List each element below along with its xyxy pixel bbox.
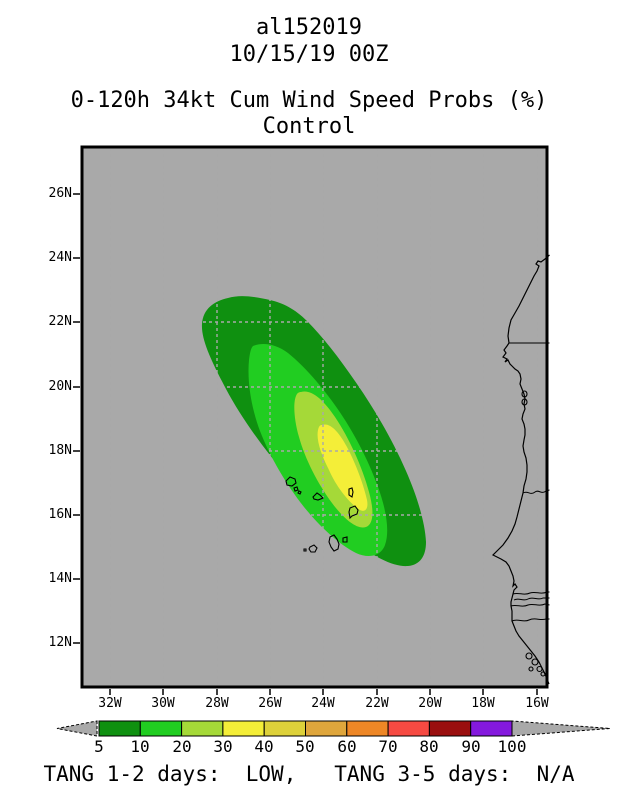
lon-label-30w: 30W xyxy=(151,696,175,711)
colorbar-label-80: 80 xyxy=(419,737,439,756)
country-borders xyxy=(509,342,550,622)
lat-label-20n: 20N xyxy=(48,379,72,394)
colorbar-cell-70 xyxy=(387,720,430,737)
member-title: Control xyxy=(262,114,356,139)
colorbar xyxy=(56,720,611,737)
colorbar-cell-10 xyxy=(139,720,183,737)
contour-30pct xyxy=(317,424,368,511)
colorbar-cell-40 xyxy=(263,720,307,737)
product-title: 0-120h 34kt Cum Wind Speed Probs (%) xyxy=(70,88,548,113)
lon-label-32w: 32W xyxy=(98,696,122,711)
lat-label-12n: 12N xyxy=(48,635,72,650)
graticule xyxy=(83,148,546,686)
lon-label-22w: 22W xyxy=(365,696,389,711)
lon-label-26w: 26W xyxy=(258,696,282,711)
colorbar-label-20: 20 xyxy=(172,737,192,756)
lat-label-18n: 18N xyxy=(48,443,72,458)
colorbar-left-arrow xyxy=(56,720,98,737)
lat-label-26n: 26N xyxy=(48,186,72,201)
colorbar-label-40: 40 xyxy=(254,737,274,756)
lat-label-14n: 14N xyxy=(48,571,72,586)
colorbar-label-30: 30 xyxy=(213,737,233,756)
colorbar-label-70: 70 xyxy=(378,737,398,756)
genesis-outlook-text: TANG 1-2 days: LOW, TANG 3-5 days: N/A xyxy=(43,762,575,786)
storm-id-title: al152019 xyxy=(256,15,362,40)
africa-coastline xyxy=(491,254,550,685)
lat-ticks xyxy=(73,193,80,644)
lon-ticks xyxy=(109,689,538,695)
colorbar-cell-60 xyxy=(346,720,389,737)
colorbar-cell-30 xyxy=(222,720,265,737)
lat-label-22n: 22N xyxy=(48,314,72,329)
colorbar-right-arrow xyxy=(511,720,611,737)
map-frame xyxy=(80,145,549,689)
lon-label-18w: 18W xyxy=(471,696,495,711)
lon-label-24w: 24W xyxy=(311,696,335,711)
colorbar-cell-20 xyxy=(181,720,224,737)
lat-label-24n: 24N xyxy=(48,250,72,265)
colorbar-cell-50 xyxy=(305,720,348,737)
cape-verde-islands xyxy=(285,390,546,677)
lon-label-16w: 16W xyxy=(525,696,549,711)
lon-label-28w: 28W xyxy=(205,696,229,711)
lon-label-20w: 20W xyxy=(418,696,442,711)
colorbar-cell-5 xyxy=(98,720,141,737)
init-time-title: 10/15/19 00Z xyxy=(229,42,389,67)
lat-label-16n: 16N xyxy=(48,507,72,522)
colorbar-cell-80 xyxy=(428,720,472,737)
colorbar-label-5: 5 xyxy=(94,737,104,756)
colorbar-label-10: 10 xyxy=(130,737,150,756)
colorbar-label-50: 50 xyxy=(295,737,315,756)
colorbar-label-60: 60 xyxy=(337,737,357,756)
colorbar-label-90: 90 xyxy=(461,737,481,756)
colorbar-cell-90 xyxy=(470,720,513,737)
colorbar-label-100: 100 xyxy=(497,737,527,756)
